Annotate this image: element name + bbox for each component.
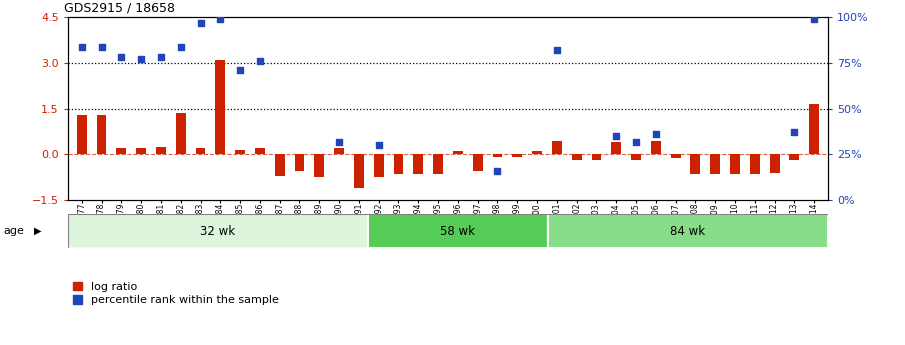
Bar bbox=[631, 155, 641, 160]
Bar bbox=[314, 155, 324, 177]
Bar bbox=[156, 147, 166, 155]
Bar bbox=[651, 141, 661, 155]
Text: 84 wk: 84 wk bbox=[671, 225, 706, 238]
Point bbox=[233, 68, 247, 73]
Point bbox=[174, 44, 188, 49]
Point bbox=[154, 55, 168, 60]
Bar bbox=[294, 155, 304, 171]
Point bbox=[491, 168, 505, 174]
Text: age: age bbox=[4, 226, 24, 236]
Bar bbox=[710, 155, 720, 174]
Point bbox=[629, 139, 643, 144]
Point bbox=[194, 20, 208, 26]
Bar bbox=[730, 155, 740, 174]
Bar bbox=[176, 113, 186, 155]
Point bbox=[114, 55, 129, 60]
Point bbox=[332, 139, 347, 144]
Bar bbox=[374, 155, 384, 177]
Bar bbox=[532, 151, 542, 155]
Text: ▶: ▶ bbox=[34, 226, 42, 236]
Bar bbox=[769, 155, 779, 172]
Bar bbox=[334, 148, 344, 155]
Text: GDS2915 / 18658: GDS2915 / 18658 bbox=[64, 2, 175, 15]
Bar bbox=[611, 142, 621, 155]
Point bbox=[807, 16, 822, 22]
Bar bbox=[809, 104, 819, 155]
Bar bbox=[592, 155, 602, 160]
Bar bbox=[136, 148, 146, 155]
Text: 58 wk: 58 wk bbox=[441, 225, 475, 238]
Point bbox=[74, 44, 89, 49]
Bar bbox=[215, 60, 225, 155]
Bar bbox=[671, 155, 681, 158]
Bar bbox=[691, 155, 700, 174]
Point bbox=[649, 131, 663, 137]
Point bbox=[94, 44, 109, 49]
Bar bbox=[117, 148, 127, 155]
Bar bbox=[452, 151, 462, 155]
Point bbox=[213, 16, 227, 22]
Bar bbox=[548, 214, 828, 248]
Bar bbox=[77, 115, 87, 155]
Bar bbox=[414, 155, 424, 174]
Bar bbox=[492, 155, 502, 157]
Point bbox=[371, 142, 386, 148]
Bar bbox=[552, 141, 562, 155]
Bar bbox=[368, 214, 548, 248]
Bar bbox=[433, 155, 443, 174]
Bar bbox=[68, 214, 368, 248]
Bar bbox=[97, 115, 107, 155]
Bar bbox=[512, 155, 522, 157]
Bar bbox=[275, 155, 285, 176]
Point bbox=[252, 58, 267, 64]
Legend: log ratio, percentile rank within the sample: log ratio, percentile rank within the sa… bbox=[73, 282, 279, 305]
Bar bbox=[354, 155, 364, 188]
Bar bbox=[195, 148, 205, 155]
Text: 32 wk: 32 wk bbox=[200, 225, 235, 238]
Bar bbox=[235, 150, 245, 155]
Bar bbox=[394, 155, 404, 174]
Point bbox=[134, 57, 148, 62]
Bar bbox=[750, 155, 760, 174]
Bar bbox=[472, 155, 482, 171]
Point bbox=[549, 47, 564, 53]
Bar bbox=[255, 148, 265, 155]
Bar bbox=[572, 155, 582, 160]
Bar bbox=[789, 155, 799, 160]
Point bbox=[787, 130, 802, 135]
Point bbox=[609, 133, 624, 139]
